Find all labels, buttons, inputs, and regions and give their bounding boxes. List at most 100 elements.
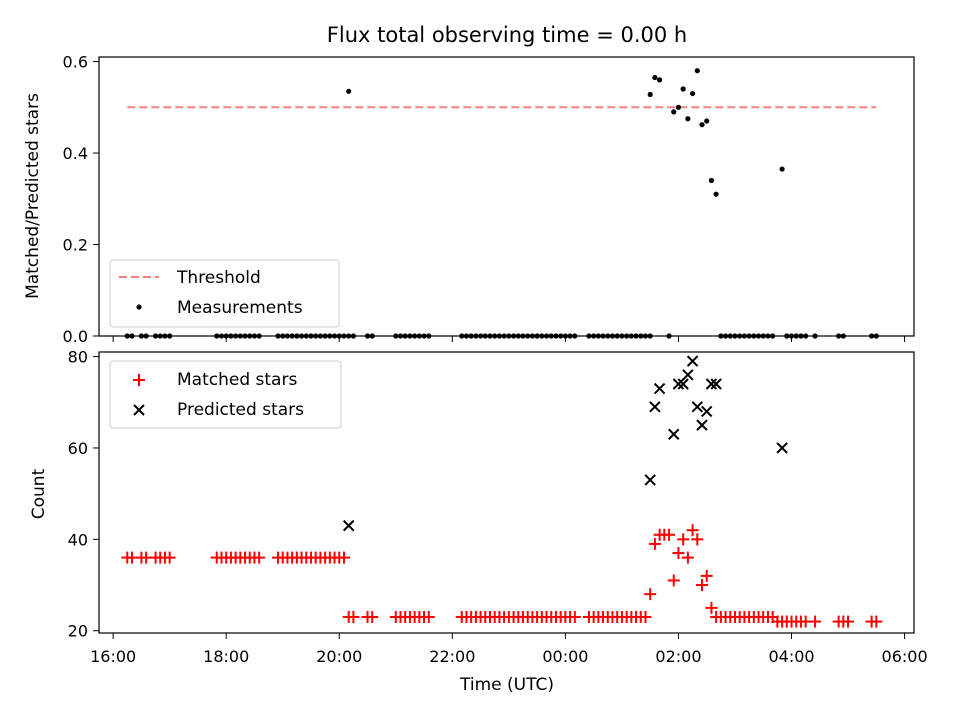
count-marks: [121, 355, 883, 628]
measurement-point: [624, 333, 630, 339]
measurement-point: [708, 177, 715, 184]
matched-star-point: [700, 569, 713, 582]
measurement-point: [397, 333, 404, 339]
measurement-point: [737, 333, 743, 339]
measurement-point: [680, 86, 686, 92]
matched-star-point: [672, 547, 685, 560]
measurement-point: [402, 333, 408, 339]
matched-star-point: [163, 551, 176, 564]
measurement-point: [364, 333, 371, 339]
measurement-point: [256, 333, 262, 339]
predicted-star-point: [701, 405, 713, 418]
measurement-point: [162, 333, 168, 339]
measurement-point: [803, 333, 809, 339]
measurement-point: [298, 333, 305, 339]
measurement-point: [138, 333, 144, 339]
measurement-point: [510, 333, 517, 339]
count-legend: Matched stars Predicted stars: [109, 360, 342, 429]
measurement-point: [595, 333, 601, 339]
measurement-point: [567, 333, 573, 339]
predicted-star-point: [342, 519, 355, 532]
predicted-star-point: [705, 378, 718, 390]
count-y-tick-label: 60: [68, 439, 88, 458]
measurement-point: [600, 333, 606, 339]
measurement-point: [685, 116, 691, 122]
count-x-ticks: 16:00 18:00 20:00 22:00 00:00 02:00 04:00 06:00: [90, 633, 928, 666]
measurement-point: [746, 333, 752, 339]
x-axis-label: Time (UTC): [459, 675, 554, 695]
measurement-point: [412, 333, 418, 339]
measurement-point: [671, 109, 677, 115]
measurement-point: [652, 74, 658, 81]
measurement-point: [492, 333, 498, 339]
matched-star-point: [842, 615, 855, 628]
matched-legend-swatch: [133, 374, 145, 386]
predicted-star-point: [696, 419, 708, 431]
measurement-point: [543, 333, 550, 339]
measurement-point: [459, 333, 465, 339]
measurement-point: [869, 333, 875, 339]
count-y-tick-label: 20: [68, 622, 88, 641]
measurement-point: [770, 333, 776, 339]
measurement-point: [157, 333, 163, 339]
measurement-point: [529, 333, 536, 339]
count-y-axis-label: Count: [29, 468, 49, 519]
matched-star-point: [639, 611, 652, 624]
predicted-star-point: [686, 355, 699, 367]
measurement-point: [463, 333, 470, 339]
matched-star-point: [696, 579, 709, 592]
predicted-legend-label: Predicted stars: [177, 400, 304, 420]
matched-star-point: [337, 551, 350, 564]
measurement-point: [247, 333, 253, 339]
ratio-x-ticks: [112, 336, 906, 342]
matched-legend-label: Matched stars: [177, 370, 297, 390]
count-panel: 20 40 60 80 16:00 18:00 20:00 22:00 00:00 02:00 0…: [29, 348, 928, 695]
measurement-point: [713, 191, 719, 197]
measurement-point: [732, 333, 738, 339]
measurement-point: [779, 166, 785, 172]
measurement-point: [548, 333, 554, 339]
matched-star-point: [648, 537, 661, 550]
count-y-ticks: 20 40 60 80: [68, 348, 99, 641]
measurement-point: [704, 118, 710, 124]
measurement-point: [346, 88, 352, 94]
predicted-star-point: [677, 378, 689, 390]
measurement-point: [741, 333, 748, 339]
predicted-star-point: [653, 382, 666, 395]
predicted-star-point: [691, 401, 704, 413]
x-tick-label: 04:00: [768, 647, 814, 666]
matched-star-point: [422, 611, 435, 624]
ratio-panel: 0.0 0.2 0.4 0.6 Matched/Predicted stars Thr…: [23, 53, 915, 346]
measurement-point: [605, 333, 611, 339]
predicted-star-point: [644, 474, 656, 486]
chart-title: Flux total observing time = 0.00 h: [327, 23, 687, 47]
measurement-point: [416, 333, 422, 339]
measurement-point: [812, 333, 818, 339]
measurement-point: [322, 333, 328, 339]
threshold-legend-label: Threshold: [176, 268, 261, 288]
matched-star-point: [347, 611, 360, 624]
measurement-point: [242, 333, 248, 339]
predicted-star-point: [668, 428, 680, 440]
measurement-point: [496, 333, 503, 339]
measurement-point: [558, 333, 564, 339]
measurement-point: [233, 333, 239, 339]
x-tick-label: 06:00: [882, 647, 928, 666]
measurement-point: [421, 333, 427, 339]
measurement-point: [482, 333, 488, 339]
measurement-point: [237, 333, 243, 339]
measurement-point: [284, 333, 291, 339]
measurement-point: [647, 333, 653, 339]
measurement-point: [722, 333, 729, 339]
measurement-point: [694, 68, 700, 74]
ratio-y-tick-label: 0.0: [63, 327, 88, 346]
predicted-star-point: [682, 369, 694, 381]
measurement-point: [718, 333, 724, 339]
measurement-point: [798, 333, 804, 339]
measurement-point: [280, 333, 286, 339]
predicted-star-point: [710, 378, 722, 390]
x-tick-label: 00:00: [542, 647, 588, 666]
count-legend-box: [109, 360, 342, 429]
matched-star-point: [686, 524, 699, 537]
